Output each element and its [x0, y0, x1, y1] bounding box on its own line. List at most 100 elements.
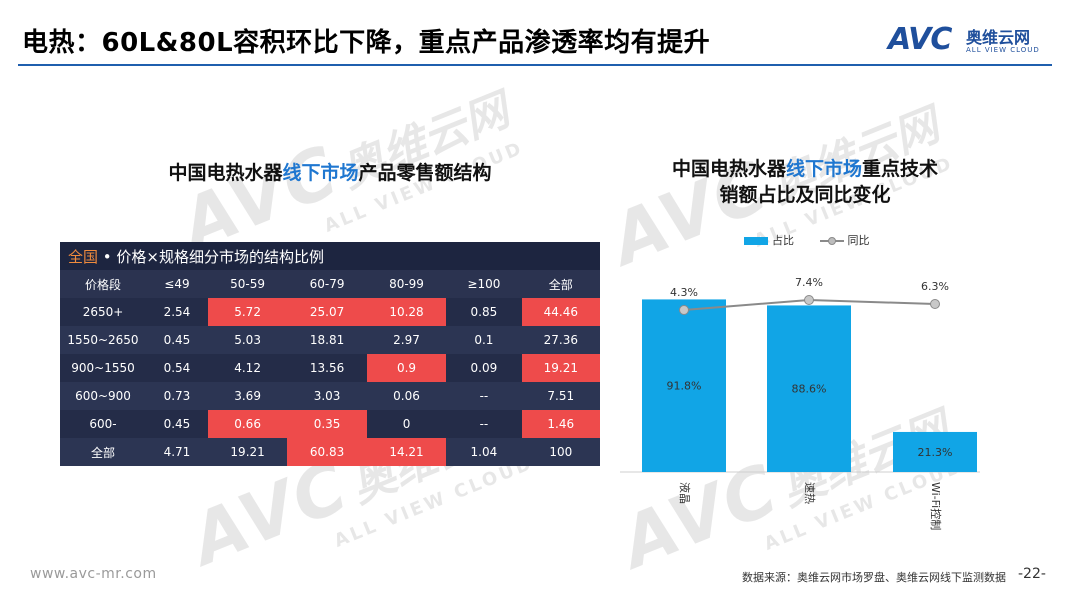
bar-value-label: 21.3% [918, 446, 953, 459]
table-cell: 0.85 [446, 298, 522, 326]
logo-avc-text: AVC [888, 22, 952, 57]
table-cell: 19.21 [521, 354, 600, 382]
right-title-line2: 销额占比及同比变化 [719, 184, 891, 206]
avc-logo: AVC 奥维云网 ALL VIEW CLOUD [888, 22, 1056, 62]
table-cell: 100 [521, 438, 600, 466]
legend-item-line: 同比 [819, 232, 870, 248]
footer-url[interactable]: www.avc-mr.com [30, 566, 157, 582]
yoy-point [679, 305, 689, 315]
title-divider [18, 64, 1052, 66]
table-row-label: 900~1550 [60, 354, 146, 382]
table-row: 1550~2650 0.45 5.03 18.81 2.97 0.1 27.36 [60, 326, 600, 354]
table-cell: 1.04 [446, 438, 522, 466]
table-header-cell: 80-99 [366, 270, 447, 298]
table-cell: -- [446, 382, 522, 410]
table-cell: 1.46 [521, 410, 600, 438]
right-title-highlight: 线下市场 [785, 158, 862, 180]
table-cell: 25.07 [287, 298, 367, 326]
chart-legend: 占比 同比 [744, 232, 892, 248]
table-cell: 18.81 [287, 326, 367, 354]
legend-swatch-line [819, 237, 844, 245]
table-row-label: 2650+ [60, 298, 146, 326]
table-cell: 0.1 [446, 326, 522, 354]
yoy-value-label: 4.3% [670, 286, 698, 299]
table-cell: 10.28 [366, 298, 447, 326]
right-title-post: 重点技术 [862, 158, 939, 180]
x-tick-label: Wi-Fi控制 [929, 482, 943, 530]
table-row: 900~1550 0.54 4.12 13.56 0.9 0.09 19.21 [60, 354, 600, 382]
table-cell: 13.56 [287, 354, 367, 382]
left-title-highlight: 线下市场 [282, 162, 359, 184]
yoy-value-label: 7.4% [795, 276, 823, 289]
table-header-cell: 50-59 [207, 270, 288, 298]
left-title-post: 产品零售额结构 [358, 162, 492, 184]
table-header-cell: ≥100 [446, 270, 522, 298]
legend-swatch-bar [744, 237, 768, 245]
table-caption-text: • 价格×规格细分市场的结构比例 [98, 247, 324, 266]
table-cell: 60.83 [287, 438, 367, 466]
page-number: -22- [1018, 566, 1046, 582]
table-cell: 0.35 [287, 410, 367, 438]
table-cell: 4.12 [207, 354, 288, 382]
legend-label-bar: 占比 [772, 234, 794, 247]
table-cell: 2.97 [366, 326, 447, 354]
bar-1 [767, 305, 851, 472]
table-cell: 27.36 [521, 326, 600, 354]
logo-en-text: ALL VIEW CLOUD [966, 46, 1040, 54]
table-header-row: 价格段 ≤49 50-59 60-79 80-99 ≥100 全部 [60, 270, 600, 298]
table-caption: 全国 • 价格×规格细分市场的结构比例 [60, 242, 600, 270]
table-cell: 0.45 [146, 410, 208, 438]
table-row: 600~900 0.73 3.69 3.03 0.06 -- 7.51 [60, 382, 600, 410]
table-cell: 0.54 [146, 354, 208, 382]
yoy-point [804, 295, 814, 305]
page-title: 电热：60L&80L容积环比下降，重点产品渗透率均有提升 [22, 28, 711, 58]
table-cell: 5.72 [207, 298, 288, 326]
table-header-cell: 价格段 [60, 270, 146, 298]
table-cell: 0.06 [366, 382, 447, 410]
table-cell: -- [446, 410, 522, 438]
legend-item-bar: 占比 [744, 232, 794, 248]
legend-label-line: 同比 [847, 234, 870, 247]
left-panel-title: 中国电热水器线下市场产品零售额结构 [60, 158, 600, 185]
bar-2 [893, 431, 977, 472]
table-header-cell: 60-79 [287, 270, 367, 298]
x-tick-label: 液晶 [678, 482, 692, 504]
table-cell: 4.71 [146, 438, 208, 466]
table-cell: 3.03 [287, 382, 367, 410]
table-cell: 0 [366, 410, 447, 438]
table-cell: 0.09 [446, 354, 522, 382]
table-header-cell: 全部 [521, 270, 600, 298]
table-row: 600- 0.45 0.66 0.35 0 -- 1.46 [60, 410, 600, 438]
bar-value-label: 88.6% [792, 383, 827, 396]
bar-value-label: 91.8% [667, 380, 702, 393]
tech-share-chart: 91.8% 液晶 88.6% 速热 21.3% Wi-Fi控制 4.3% 7.4% 6.3% [620, 276, 980, 530]
table-cell: 44.46 [521, 298, 600, 326]
yoy-value-label: 6.3% [921, 280, 949, 293]
right-panel-title: 中国电热水器线下市场重点技术 销额占比及同比变化 [640, 156, 970, 208]
right-title-pre: 中国电热水器 [671, 158, 786, 180]
table-cell: 0.9 [366, 354, 447, 382]
bar-0 [642, 299, 726, 472]
table-caption-row: 全国 • 价格×规格细分市场的结构比例 [60, 242, 600, 270]
table-cell: 5.03 [207, 326, 288, 354]
table-row: 2650+ 2.54 5.72 25.07 10.28 0.85 44.46 [60, 298, 600, 326]
logo-cn-text: 奥维云网 [966, 28, 1031, 47]
x-tick-label: 速热 [803, 482, 816, 504]
table-cell: 2.54 [146, 298, 208, 326]
table-cell: 0.45 [146, 326, 208, 354]
table-cell: 0.66 [207, 410, 288, 438]
table-cell: 7.51 [521, 382, 600, 410]
table-caption-prefix: 全国 [68, 247, 99, 266]
table-row-label: 全部 [60, 438, 146, 466]
data-source: 数据来源：奥维云网市场罗盘、奥维云网线下监测数据 [742, 571, 1006, 584]
table-header-cell: ≤49 [146, 270, 208, 298]
table-row: 全部 4.71 19.21 60.83 14.21 1.04 100 [60, 438, 600, 466]
left-title-pre: 中国电热水器 [168, 162, 283, 184]
table-cell: 19.21 [207, 438, 288, 466]
table-cell: 0.73 [146, 382, 208, 410]
yoy-point [930, 299, 940, 309]
table-row-label: 600- [60, 410, 146, 438]
table-cell: 14.21 [366, 438, 447, 466]
structure-table: 全国 • 价格×规格细分市场的结构比例 价格段 ≤49 50-59 60-79 80-9… [60, 242, 600, 466]
table-cell: 3.69 [207, 382, 288, 410]
